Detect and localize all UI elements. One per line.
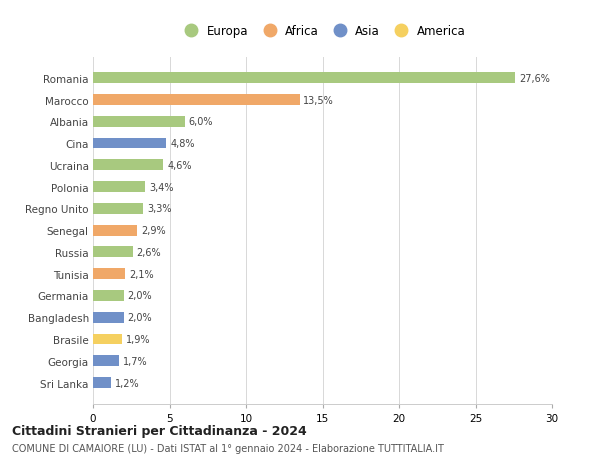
Bar	[93, 312, 124, 323]
Text: 2,9%: 2,9%	[141, 226, 166, 235]
Text: 2,0%: 2,0%	[127, 313, 152, 323]
Text: 6,0%: 6,0%	[188, 117, 213, 127]
Text: COMUNE DI CAMAIORE (LU) - Dati ISTAT al 1° gennaio 2024 - Elaborazione TUTTITALI: COMUNE DI CAMAIORE (LU) - Dati ISTAT al …	[12, 443, 444, 453]
Text: Cittadini Stranieri per Cittadinanza - 2024: Cittadini Stranieri per Cittadinanza - 2…	[12, 424, 307, 437]
Text: 27,6%: 27,6%	[519, 73, 550, 84]
Bar	[93, 291, 124, 301]
Text: 13,5%: 13,5%	[304, 95, 334, 105]
Bar	[93, 160, 163, 171]
Text: 1,2%: 1,2%	[115, 378, 140, 388]
Bar	[93, 73, 515, 84]
Text: 3,4%: 3,4%	[149, 182, 173, 192]
Bar	[93, 203, 143, 214]
Text: 4,8%: 4,8%	[170, 139, 195, 149]
Bar	[93, 334, 122, 345]
Bar	[93, 356, 119, 366]
Legend: Europa, Africa, Asia, America: Europa, Africa, Asia, America	[176, 22, 469, 42]
Bar	[93, 269, 125, 280]
Text: 1,7%: 1,7%	[123, 356, 148, 366]
Bar	[93, 182, 145, 193]
Bar	[93, 117, 185, 128]
Bar	[93, 377, 112, 388]
Text: 3,3%: 3,3%	[148, 204, 172, 214]
Text: 1,9%: 1,9%	[126, 334, 151, 344]
Text: 2,0%: 2,0%	[127, 291, 152, 301]
Text: 2,1%: 2,1%	[129, 269, 154, 279]
Bar	[93, 138, 166, 149]
Bar	[93, 225, 137, 236]
Bar	[93, 247, 133, 258]
Bar	[93, 95, 299, 106]
Text: 2,6%: 2,6%	[137, 247, 161, 257]
Text: 4,6%: 4,6%	[167, 161, 192, 170]
